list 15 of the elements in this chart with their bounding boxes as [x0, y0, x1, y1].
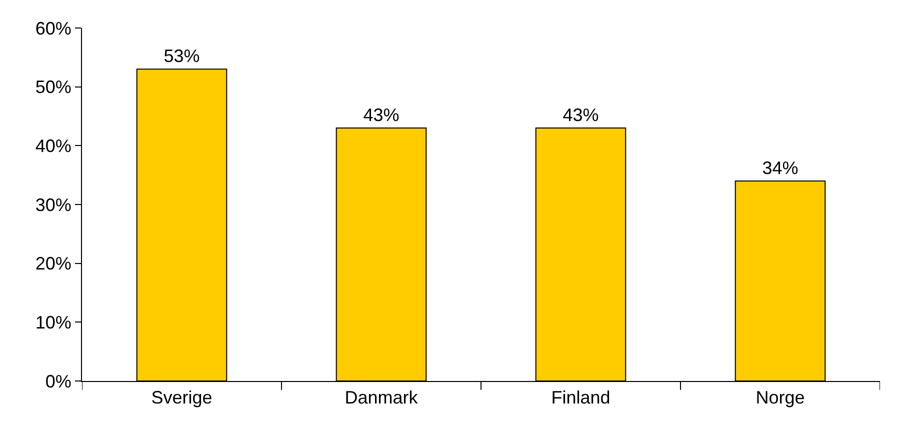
x-tick-label: Finland [551, 388, 610, 408]
y-tick-label: 20% [35, 254, 72, 274]
y-tick-label: 50% [35, 77, 72, 98]
data-label: 34% [762, 158, 798, 178]
y-tick-label: 40% [35, 136, 72, 156]
y-tick-label: 0% [45, 371, 72, 392]
x-tick-label: Norge [756, 388, 805, 408]
x-tick-label: Danmark [344, 388, 419, 408]
data-label: 43% [363, 105, 400, 126]
x-tick-label: Sverige [151, 388, 212, 408]
data-label: 43% [562, 105, 599, 126]
y-tick-label: 30% [35, 194, 72, 215]
y-tick-label: 60% [35, 18, 72, 38]
y-tick-label: 10% [35, 312, 72, 332]
data-label: 53% [164, 46, 200, 66]
